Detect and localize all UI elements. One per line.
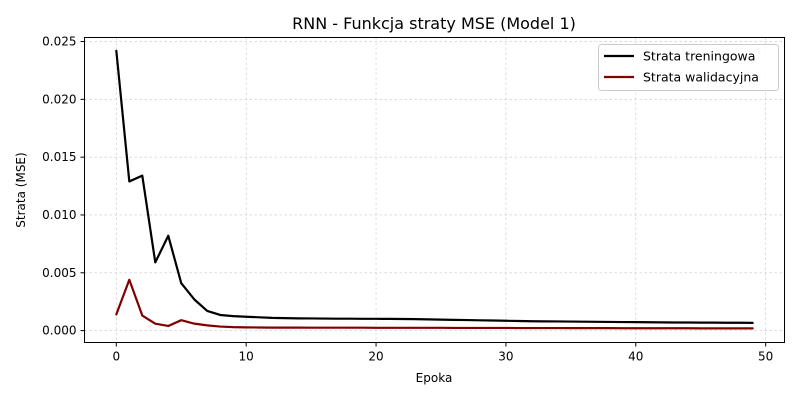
legend: Strata treningowa Strata walidacyjna: [598, 44, 779, 91]
series-line-validation: [115, 278, 754, 330]
y-axis-label: Strata (MSE): [14, 152, 28, 227]
grid-lines: [84, 37, 785, 343]
legend-label-training: Strata treningowa: [643, 49, 755, 64]
x-tick-label: 40: [628, 350, 643, 364]
x-axis-label: Epoka: [416, 371, 453, 385]
x-tick-label: 30: [498, 350, 513, 364]
y-tick-label: 0.000: [42, 324, 76, 338]
x-tick-label: 50: [758, 350, 773, 364]
x-axis-ticks: 0 10 20 30 40 50: [112, 342, 773, 364]
legend-label-validation: Strata walidacyjna: [643, 70, 759, 85]
y-tick-label: 0.025: [42, 35, 76, 49]
x-tick-label: 20: [368, 350, 383, 364]
series-line-training: [115, 49, 754, 324]
y-tick-label: 0.005: [42, 266, 76, 280]
legend-box: [598, 44, 779, 91]
y-tick-label: 0.010: [42, 208, 76, 222]
plot-frame: [84, 37, 785, 343]
y-tick-label: 0.015: [42, 150, 76, 164]
chart-title: RNN - Funkcja straty MSE (Model 1): [292, 14, 576, 33]
x-tick-label: 10: [239, 350, 254, 364]
series-layer: [115, 49, 754, 330]
x-tick-label: 0: [112, 350, 120, 364]
y-axis-ticks: 0.000 0.005 0.010 0.015 0.020 0.025: [42, 35, 85, 338]
y-tick-label: 0.020: [42, 92, 76, 106]
